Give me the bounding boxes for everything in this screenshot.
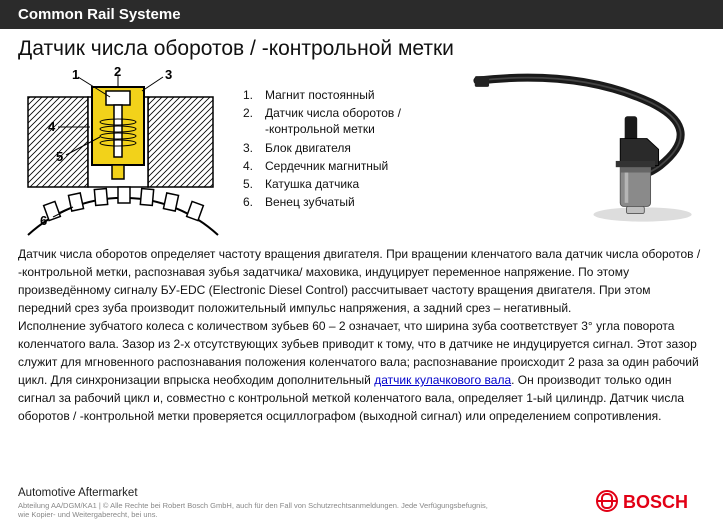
callout-4: 4 [48, 119, 56, 134]
bosch-logo: BOSCH [595, 488, 705, 519]
legend-num: 3. [243, 140, 265, 156]
legend-text: Блок двигателя [265, 140, 463, 156]
legend-num: 2. [243, 105, 265, 137]
legend-text: Датчик числа оборотов / -контрольной мет… [265, 105, 463, 137]
legend-text: Катушка датчика [265, 176, 463, 192]
legend-text: Сердечник магнитный [265, 158, 463, 174]
footer-legal-2: wie Kopier- und Weitergaberecht, bei uns… [18, 510, 595, 519]
footer-legal-1: Abteilung AA/DGM/KA1 | © Alle Rechte bei… [18, 501, 595, 510]
body-paragraph-1: Датчик числа оборотов определяет частоту… [18, 247, 700, 387]
legend-row: 5.Катушка датчика [243, 176, 463, 192]
callout-2: 2 [114, 67, 121, 79]
body-text: Датчик числа оборотов определяет частоту… [0, 245, 723, 425]
legend-row: 1.Магнит постоянный [243, 87, 463, 103]
svg-text:BOSCH: BOSCH [623, 492, 688, 512]
legend-num: 1. [243, 87, 265, 103]
camshaft-sensor-link[interactable]: датчик кулачкового вала [374, 373, 511, 387]
legend-num: 6. [243, 194, 265, 210]
header-bar: Common Rail Systeme [0, 0, 723, 29]
header-title: Common Rail Systeme [18, 6, 181, 23]
legend-num: 4. [243, 158, 265, 174]
page-title: Датчик числа оборотов / -контрольной мет… [18, 37, 705, 61]
legend-row: 4.Сердечник магнитный [243, 158, 463, 174]
top-row: 1 2 3 4 5 6 1.Магнит постоянный2.Датчик … [18, 67, 705, 237]
legend-list: 1.Магнит постоянный2.Датчик числа оборот… [243, 67, 463, 212]
callout-5: 5 [56, 149, 63, 164]
footer-left: Automotive Aftermarket Abteilung AA/DGM/… [18, 487, 595, 519]
legend-row: 6.Венец зубчатый [243, 194, 463, 210]
callout-6: 6 [40, 213, 47, 228]
legend-num: 5. [243, 176, 265, 192]
footer: Automotive Aftermarket Abteilung AA/DGM/… [0, 483, 723, 525]
callout-1: 1 [72, 67, 79, 82]
legend-row: 2.Датчик числа оборотов / -контрольной м… [243, 105, 463, 137]
legend-text: Венец зубчатый [265, 194, 463, 210]
content-area: Датчик числа оборотов / -контрольной мет… [0, 29, 723, 237]
sensor-diagram: 1 2 3 4 5 6 [18, 67, 233, 237]
callout-3: 3 [165, 67, 172, 82]
footer-title: Automotive Aftermarket [18, 487, 595, 499]
sensor-photo [473, 67, 705, 237]
legend-text: Магнит постоянный [265, 87, 463, 103]
legend-row: 3.Блок двигателя [243, 140, 463, 156]
